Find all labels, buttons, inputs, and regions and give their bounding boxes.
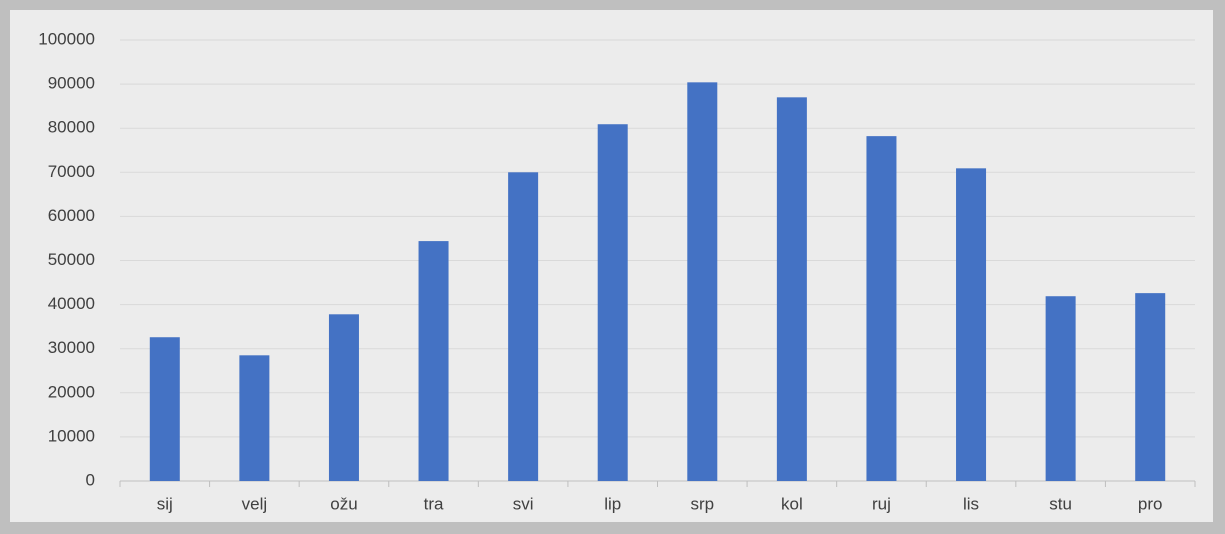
y-tick-label: 20000 (48, 382, 95, 401)
bar (597, 124, 628, 481)
y-tick-label: 90000 (48, 74, 95, 93)
y-tick-label: 50000 (48, 250, 95, 269)
y-tick-label: 10000 (48, 426, 95, 445)
x-tick-label: pro (1138, 494, 1163, 513)
bar (1045, 296, 1076, 481)
x-tick-label: kol (781, 494, 803, 513)
y-tick-label: 60000 (48, 206, 95, 225)
y-tick-label: 0 (86, 470, 95, 489)
x-tick-label: sij (157, 494, 173, 513)
x-tick-label: ruj (872, 494, 891, 513)
x-tick-label: velj (242, 494, 268, 513)
y-tick-label: 40000 (48, 294, 95, 313)
x-tick-label: stu (1049, 494, 1072, 513)
bar (866, 136, 897, 481)
y-tick-label: 70000 (48, 162, 95, 181)
x-tick-label: lip (604, 494, 621, 513)
bar (418, 241, 449, 481)
x-tick-label: tra (424, 494, 444, 513)
bar (508, 172, 539, 482)
bar (328, 314, 359, 481)
bar (149, 337, 180, 481)
bar (1135, 293, 1166, 481)
x-tick-label: srp (690, 494, 714, 513)
bar (776, 97, 807, 481)
bar (687, 82, 718, 481)
x-tick-label: lis (963, 494, 979, 513)
y-tick-label: 30000 (48, 338, 95, 357)
y-tick-label: 80000 (48, 118, 95, 137)
x-tick-label: svi (513, 494, 534, 513)
y-tick-label: 100000 (38, 29, 95, 48)
x-tick-label: ožu (330, 494, 357, 513)
bar (956, 168, 987, 481)
bar (239, 355, 270, 481)
